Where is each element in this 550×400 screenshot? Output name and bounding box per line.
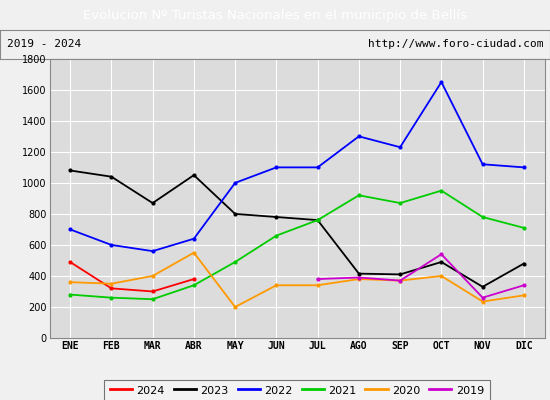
Legend: 2024, 2023, 2022, 2021, 2020, 2019: 2024, 2023, 2022, 2021, 2020, 2019 [104, 380, 490, 400]
Text: Evolucion Nº Turistas Nacionales en el municipio de Bellís: Evolucion Nº Turistas Nacionales en el m… [83, 8, 467, 22]
Text: http://www.foro-ciudad.com: http://www.foro-ciudad.com [368, 39, 543, 49]
Text: 2019 - 2024: 2019 - 2024 [7, 39, 81, 49]
